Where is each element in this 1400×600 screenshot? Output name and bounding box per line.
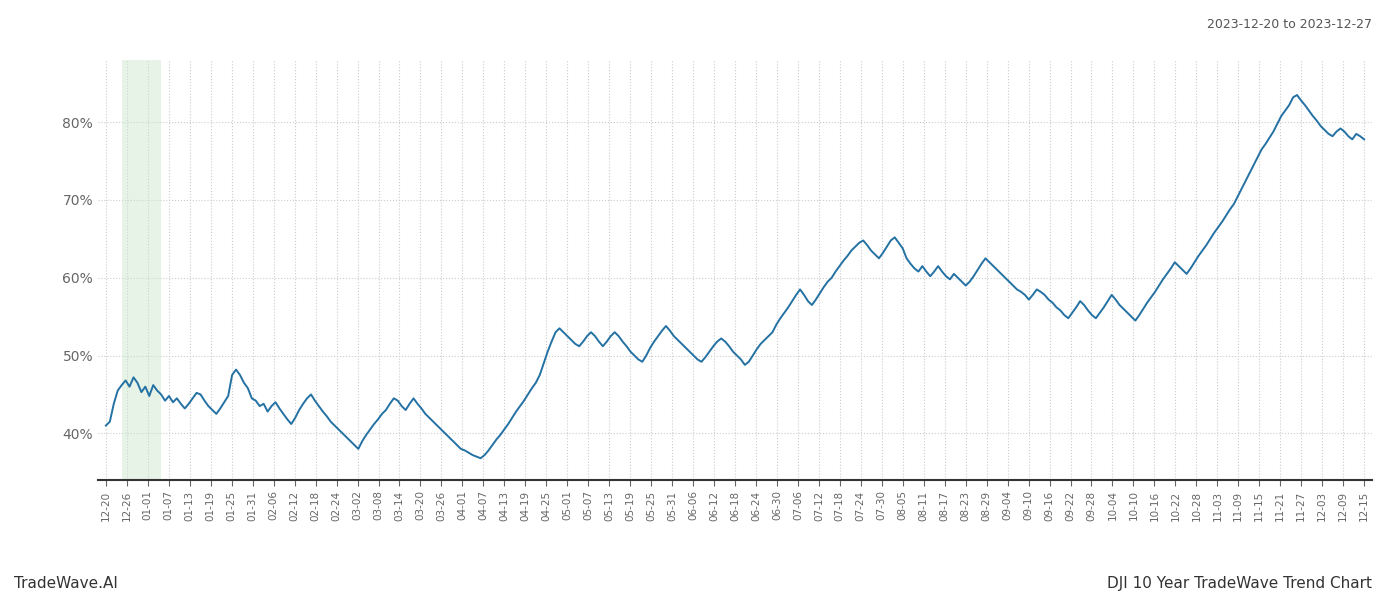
Text: 2023-12-20 to 2023-12-27: 2023-12-20 to 2023-12-27 — [1207, 18, 1372, 31]
Text: DJI 10 Year TradeWave Trend Chart: DJI 10 Year TradeWave Trend Chart — [1107, 576, 1372, 591]
Bar — [122, 60, 161, 480]
Text: TradeWave.AI: TradeWave.AI — [14, 576, 118, 591]
